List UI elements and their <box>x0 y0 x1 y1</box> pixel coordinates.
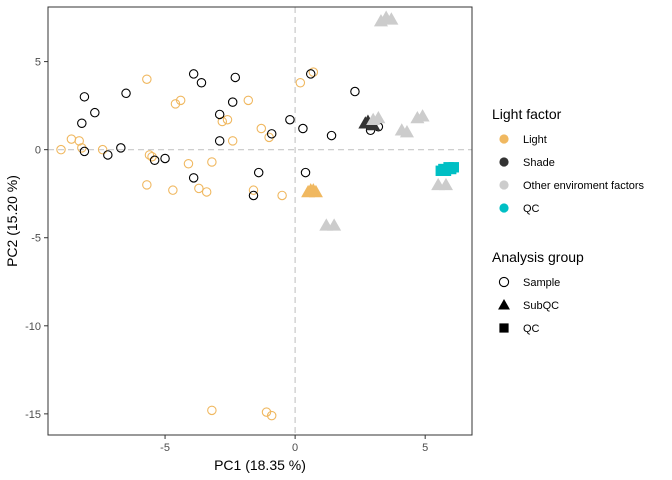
y-axis-title: PC2 (15.20 %) <box>4 175 20 267</box>
data-point <box>248 190 259 201</box>
y-tick-label: -10 <box>25 321 41 333</box>
x-tick-label: -5 <box>160 442 170 454</box>
data-point <box>384 12 399 25</box>
data-point <box>121 88 131 99</box>
data-point <box>170 99 181 109</box>
data-point <box>298 123 308 134</box>
series-light-subqc <box>301 183 323 198</box>
data-point <box>371 110 386 124</box>
data-point <box>90 107 100 118</box>
data-point <box>194 183 204 194</box>
data-point <box>142 74 152 84</box>
data-point <box>103 150 113 160</box>
data-point <box>415 109 430 122</box>
data-point <box>266 410 277 421</box>
data-point <box>207 405 217 416</box>
data-point <box>327 218 342 231</box>
legend-key <box>499 180 509 190</box>
data-point <box>350 86 360 97</box>
series-light-sample <box>56 67 319 421</box>
data-point <box>56 144 66 155</box>
data-point <box>160 153 170 164</box>
legend-label: Sample <box>523 277 560 289</box>
data-point <box>438 177 454 191</box>
reference-lines <box>48 7 472 435</box>
legend-key <box>499 203 509 213</box>
x-tick-label: 0 <box>292 442 298 454</box>
legend-label: Light <box>523 134 547 146</box>
data-point <box>74 136 84 146</box>
data-point <box>188 173 199 183</box>
x-axis-title: PC1 (18.35 %) <box>214 457 306 473</box>
data-point <box>66 134 77 144</box>
data-point <box>214 109 225 120</box>
data-point <box>253 167 264 178</box>
data-point <box>295 77 306 88</box>
data-point <box>79 146 90 157</box>
data-point <box>77 118 87 128</box>
data-point <box>399 125 414 138</box>
legend-title: Analysis group <box>492 249 584 265</box>
data-point <box>277 190 287 201</box>
legend-key <box>498 299 510 310</box>
legend-label: Shade <box>523 157 555 169</box>
data-point <box>248 185 259 195</box>
legend-label: Other enviroment factors <box>523 180 645 192</box>
plot-panel-border <box>47 6 473 436</box>
data-point <box>196 77 207 88</box>
data-point <box>230 72 241 83</box>
data-point <box>79 92 90 102</box>
y-axis-ticks: 5 0 -5 -10 -15 <box>25 57 48 421</box>
data-point <box>266 129 277 139</box>
data-point <box>207 157 217 167</box>
data-point <box>183 159 194 169</box>
data-point <box>256 123 267 134</box>
data-points <box>56 10 459 421</box>
data-point <box>142 180 152 190</box>
y-tick-label: -5 <box>31 233 41 245</box>
series-shade-sample <box>77 69 384 201</box>
data-point <box>201 187 212 197</box>
x-tick-label: 5 <box>422 442 428 454</box>
legend-analysis-group: Analysis group Sample SubQC QC <box>492 249 584 335</box>
data-point <box>308 67 319 77</box>
data-point <box>116 143 126 153</box>
data-point <box>300 167 311 178</box>
data-point <box>175 95 186 106</box>
legend-key <box>499 323 509 333</box>
data-point <box>149 155 160 165</box>
y-tick-label: 5 <box>35 57 41 69</box>
data-point <box>222 114 233 125</box>
legend-title: Light factor <box>492 106 562 122</box>
legend-key <box>499 157 509 167</box>
legend-label: SubQC <box>523 300 559 312</box>
data-point <box>243 95 254 106</box>
data-point <box>227 97 238 107</box>
data-point <box>214 136 225 146</box>
data-point <box>168 185 178 195</box>
legend-label: QC <box>523 323 540 335</box>
x-axis-ticks: -5 0 5 <box>160 435 428 454</box>
legend-key <box>498 276 510 288</box>
series-qc-qc <box>435 162 459 177</box>
data-point <box>448 162 459 173</box>
data-point <box>188 69 199 79</box>
y-tick-label: 0 <box>35 145 41 157</box>
data-point <box>261 407 272 417</box>
series-other-enviroment-factors-subqc <box>319 10 454 231</box>
data-point <box>97 144 108 155</box>
data-point <box>308 184 323 198</box>
legend-light-factor: Light factor Light Shade Other enviroment … <box>492 106 645 215</box>
data-point <box>217 116 228 127</box>
data-point <box>285 114 295 125</box>
data-point <box>144 150 155 160</box>
legend-key <box>499 134 509 144</box>
data-point <box>326 130 337 141</box>
legend-label: QC <box>523 203 540 215</box>
y-tick-label: -15 <box>25 409 41 421</box>
data-point <box>227 136 238 146</box>
data-point <box>305 69 316 79</box>
